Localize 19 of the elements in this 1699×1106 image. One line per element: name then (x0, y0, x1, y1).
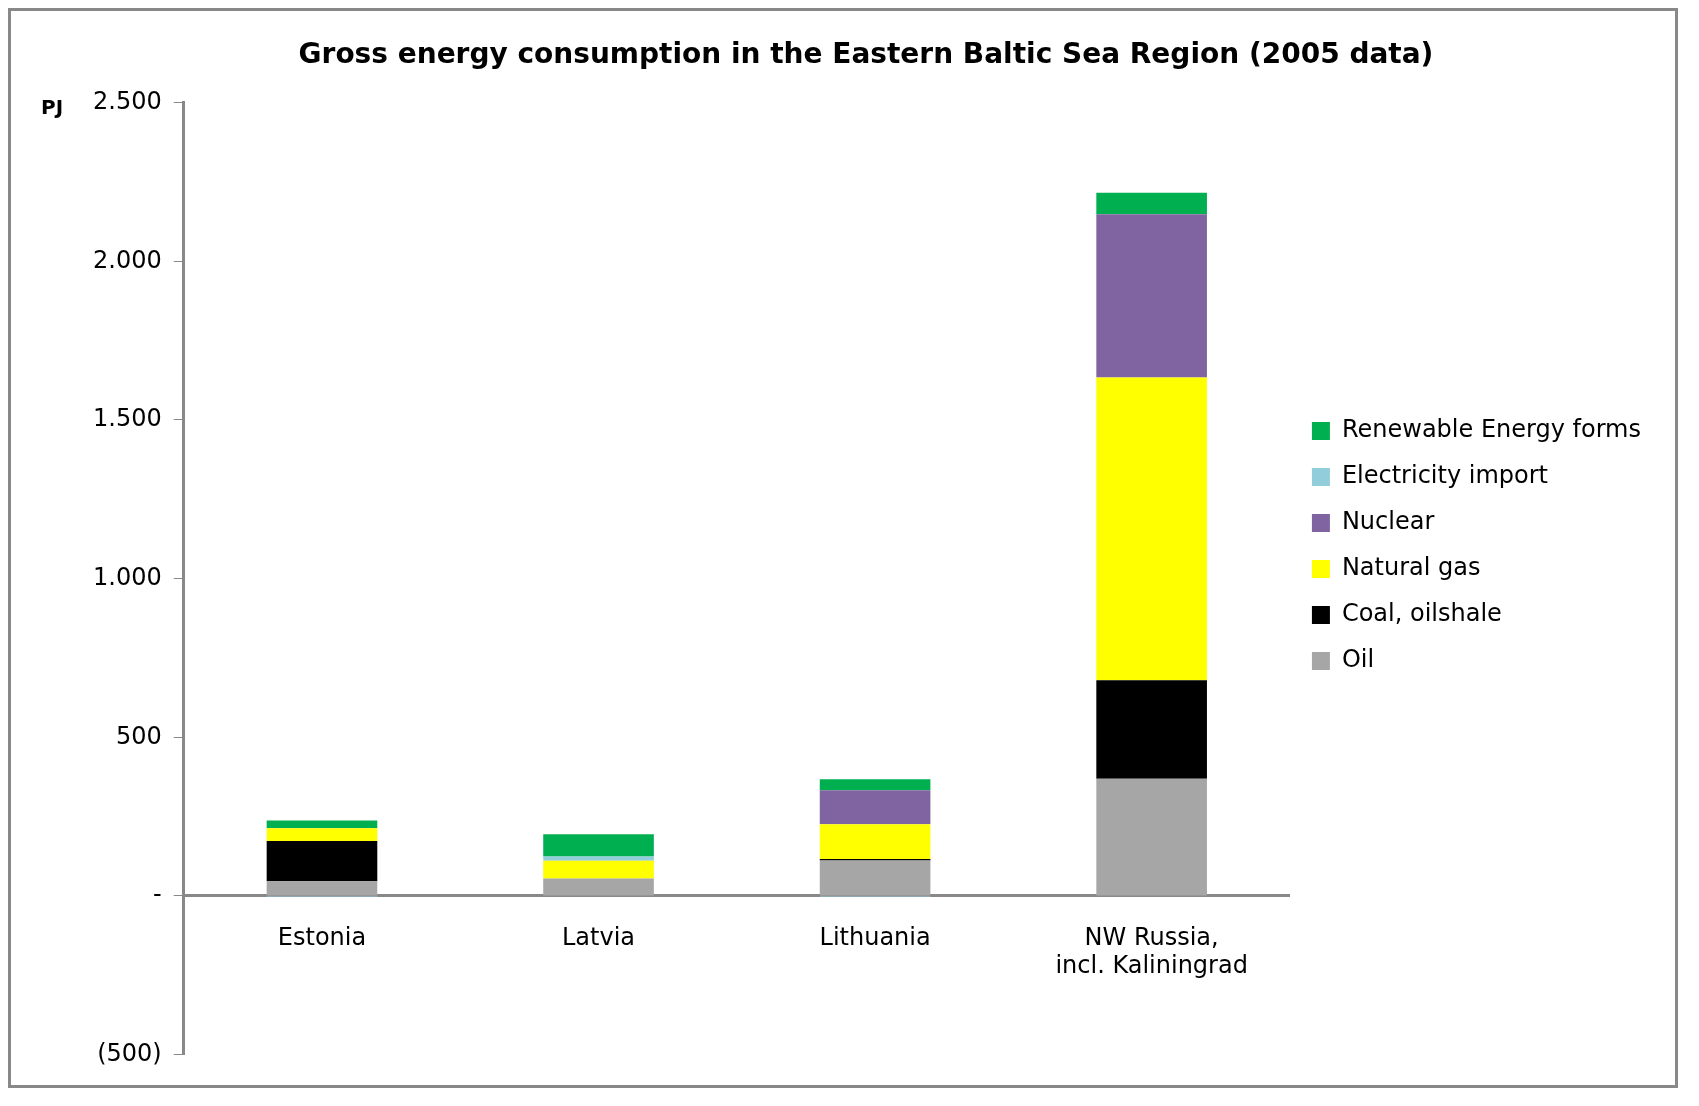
x-tick-label: NW Russia, incl. Kaliningrad (1055, 922, 1248, 980)
y-tick-label: 500 (115, 721, 162, 750)
x-tick-label: Latvia (562, 922, 636, 951)
legend-label: Renewable Energy forms (1341, 415, 1642, 444)
legend-label: Natural gas (1341, 553, 1481, 582)
legend-label: Nuclear (1341, 507, 1435, 536)
y-axis-title: PJ (41, 94, 64, 119)
x-tick-label: Estonia (277, 922, 367, 951)
legend-label: Oil (1341, 645, 1375, 674)
legend-label: Coal, oilshale (1341, 599, 1502, 628)
y-tick-label: 1.500 (92, 404, 162, 433)
y-tick-label: 1.000 (92, 562, 162, 591)
y-tick-label: 2.500 (92, 86, 162, 115)
y-tick-label: - (153, 880, 162, 909)
chart-title: Gross energy consumption in the Eastern Baltic Sea Region (2005 data) (298, 37, 1434, 71)
legend-label: Electricity import (1341, 461, 1549, 490)
y-tick-label: 2.000 (92, 245, 162, 274)
y-tick-label: (500) (97, 1038, 162, 1067)
x-tick-label: Lithuania (819, 922, 931, 951)
